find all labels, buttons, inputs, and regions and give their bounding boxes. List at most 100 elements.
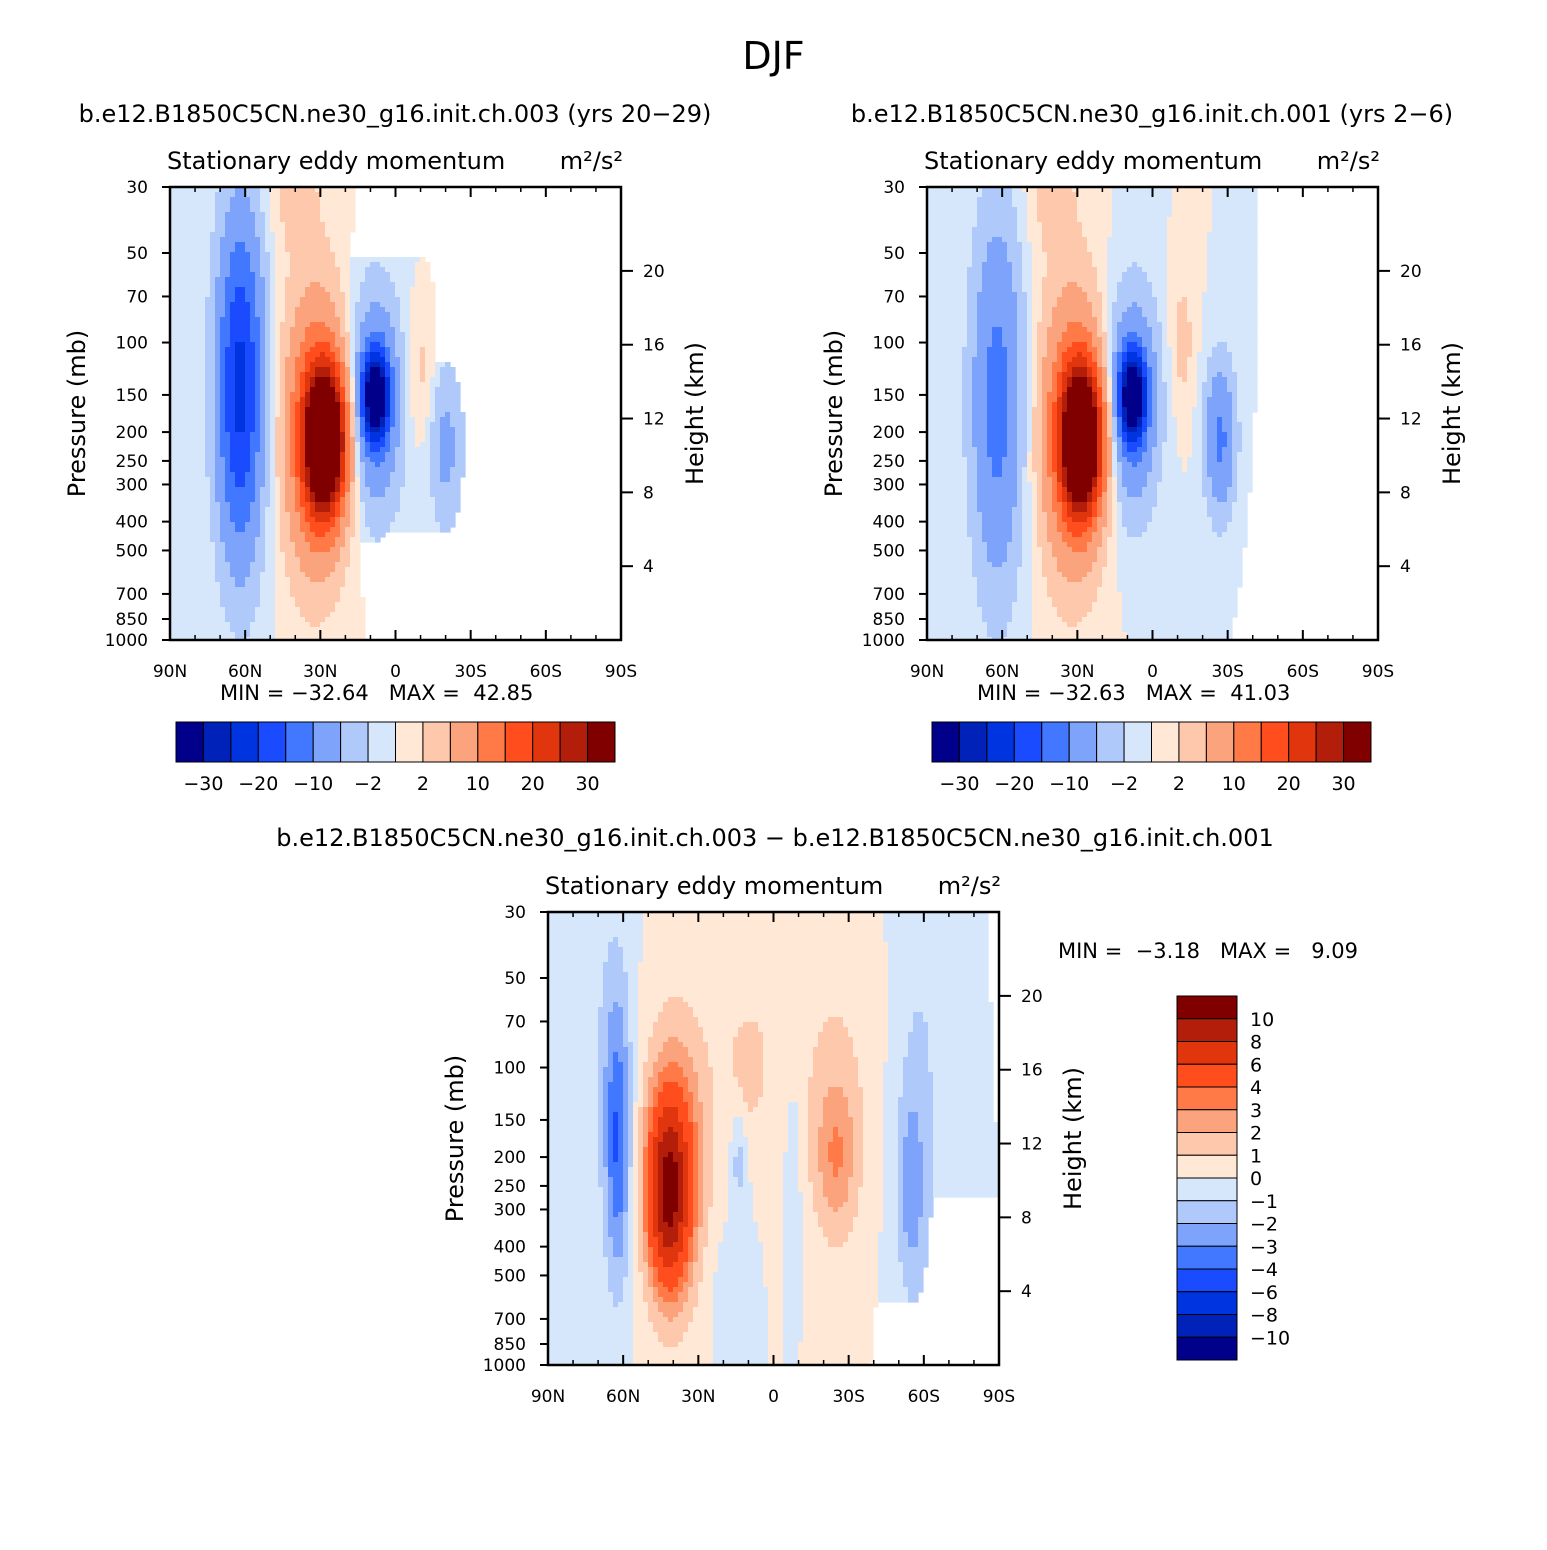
contour-band [1187,317,1203,323]
contour-band [1037,207,1078,213]
contour-band [305,437,341,443]
contour-band [320,192,356,198]
contour-band [1142,382,1148,388]
contour-band [658,1182,664,1188]
contour-band [613,937,619,943]
contour-band [360,332,371,338]
contour-band [280,197,321,203]
contour-band [170,567,216,573]
contour-band [1182,297,1188,303]
contour-band [1062,357,1073,363]
contour-band [1047,262,1093,268]
contour-band [170,487,211,493]
contour-band [972,262,983,268]
contour-band [270,372,276,378]
contour-band [1107,332,1113,338]
contour-band [1097,377,1103,383]
contour-band [310,512,336,518]
contour-band [1122,602,1238,608]
contour-band [763,1042,819,1048]
contour-band [1052,552,1098,558]
contour-band [1167,382,1173,388]
contour-band [310,472,341,478]
figure-title: DJF [742,34,805,78]
contour-band [430,387,436,393]
contour-band [1017,402,1028,408]
colorbar-label: −10 [293,773,333,795]
contour-band [1232,422,1243,428]
contour-band [1037,487,1043,493]
contour-band [345,502,351,508]
contour-band [1202,297,1258,303]
x-tick-label: 30N [1060,662,1094,682]
contour-band [927,477,968,483]
contour-band [608,1192,614,1198]
contour-band [1122,367,1128,373]
contour-band [613,1122,619,1128]
contour-band [623,1212,629,1218]
contour-band [400,487,431,493]
contour-band [1107,262,1133,268]
contour-band [648,1037,669,1043]
contour-band [315,342,331,348]
contour-band [335,477,341,483]
contour-band [420,367,426,373]
contour-band [345,532,356,538]
contour-band [663,1202,679,1208]
contour-band [1087,292,1103,298]
contour-band [1162,362,1173,368]
contour-band [1092,562,1108,568]
contour-band [320,217,356,223]
contour-band [883,1162,899,1168]
contour-band [1112,397,1118,403]
contour-band [708,1047,734,1053]
contour-band [633,1072,639,1078]
contour-band [1032,387,1038,393]
contour-band [658,1217,664,1223]
contour-band [1117,572,1243,578]
contour-band [798,1127,809,1133]
contour-band [1207,277,1258,283]
contour-band [982,187,1013,193]
contour-band [763,1032,819,1038]
contour-band [1202,417,1208,423]
contour-band [1097,462,1103,468]
contour-band [1237,392,1258,398]
y-tick-label: 100 [116,334,148,354]
contour-band [927,367,963,373]
contour-band [355,422,361,428]
contour-band [1172,357,1178,363]
contour-band [1167,387,1173,393]
contour-band [305,362,311,368]
contour-band [603,1097,609,1103]
contour-band [285,437,291,443]
contour-band [898,1097,934,1103]
contour-band [345,447,351,453]
contour-band [743,1152,749,1158]
contour-band [638,1022,654,1028]
contour-band [370,262,381,268]
contour-band [548,1067,599,1073]
contour-band [355,377,361,383]
contour-band [1197,372,1208,378]
contour-band [713,1147,729,1153]
contour-band [658,1077,689,1083]
contour-band [220,522,236,528]
contour-band [1102,312,1108,318]
contour-band [1007,242,1023,248]
contour-band [170,492,211,498]
contour-band [365,417,371,423]
contour-band [848,1097,864,1103]
contour-band [1057,357,1063,363]
contour-band [623,947,644,953]
contour-band [270,462,276,468]
contour-band [927,302,968,308]
y2-tick-label: 8 [643,483,654,503]
contour-band [1207,247,1258,253]
contour-band [1192,442,1203,448]
contour-band [598,1122,604,1128]
contour-band [1052,507,1063,513]
contour-band [305,427,341,433]
contour-band [360,497,401,503]
